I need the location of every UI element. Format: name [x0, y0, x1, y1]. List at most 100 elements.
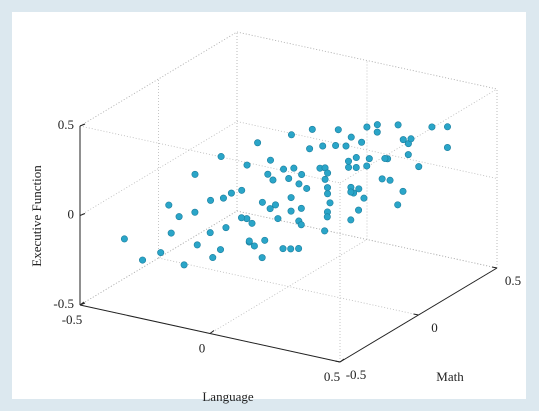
y-tick — [413, 313, 419, 316]
point — [373, 128, 381, 136]
point — [363, 162, 371, 170]
point — [217, 153, 225, 161]
z-tick-label: -0.5 — [53, 296, 74, 311]
x-axis-label: Language — [202, 389, 253, 404]
point — [360, 194, 368, 202]
point — [258, 198, 266, 206]
point — [332, 142, 340, 150]
y-axis-label: Math — [436, 369, 464, 384]
point — [139, 256, 147, 264]
point — [347, 133, 355, 141]
point — [217, 246, 225, 254]
point — [297, 221, 305, 229]
point — [266, 205, 274, 213]
point — [355, 185, 363, 193]
point — [271, 201, 279, 209]
z-tick-label: 0 — [68, 206, 75, 221]
point — [321, 227, 329, 235]
point — [404, 151, 412, 159]
y-tick-label: -0.5 — [346, 367, 367, 382]
point — [209, 254, 217, 262]
x-tick-label: 0 — [199, 340, 206, 355]
point — [264, 170, 272, 178]
point — [323, 213, 331, 221]
point — [191, 170, 199, 178]
point — [219, 194, 227, 202]
point — [334, 126, 342, 134]
x-tick — [339, 358, 345, 363]
point — [355, 206, 363, 214]
point — [297, 204, 305, 212]
y-tick — [334, 360, 341, 363]
point — [428, 123, 436, 131]
point — [373, 121, 381, 129]
z-tick — [79, 123, 86, 127]
z-tick — [79, 302, 86, 306]
point — [363, 123, 371, 131]
point — [295, 180, 303, 188]
point — [290, 164, 298, 172]
point — [222, 224, 230, 232]
point — [120, 235, 128, 243]
point — [323, 184, 331, 192]
y-tick — [491, 266, 498, 269]
point — [285, 175, 293, 183]
point — [238, 214, 246, 222]
point — [254, 139, 262, 147]
point — [193, 241, 201, 249]
point — [344, 157, 352, 165]
point — [250, 242, 258, 250]
point — [443, 123, 451, 131]
point — [269, 176, 277, 184]
grid-line — [79, 121, 238, 216]
point — [248, 219, 256, 227]
point — [407, 135, 415, 143]
point — [175, 213, 183, 221]
point — [394, 121, 402, 129]
point — [287, 194, 295, 202]
point — [279, 245, 287, 253]
point — [347, 188, 355, 196]
point — [308, 125, 316, 133]
point — [280, 165, 288, 173]
point — [415, 163, 423, 171]
point — [443, 144, 451, 152]
point — [261, 236, 269, 244]
point — [191, 208, 199, 216]
point — [167, 229, 175, 237]
point — [394, 201, 402, 209]
point — [287, 131, 295, 139]
point — [399, 136, 407, 144]
point — [245, 237, 253, 245]
z-tick — [79, 213, 86, 216]
point — [287, 207, 295, 215]
point — [157, 249, 165, 257]
point — [243, 161, 251, 169]
point — [324, 190, 332, 198]
point — [306, 145, 314, 153]
x-tick — [209, 330, 215, 334]
point — [358, 138, 366, 146]
point — [347, 216, 355, 224]
point — [295, 244, 303, 252]
point — [266, 156, 274, 164]
point — [386, 176, 394, 184]
point — [180, 261, 188, 269]
point — [378, 175, 386, 183]
point — [319, 142, 327, 150]
point — [258, 254, 266, 262]
point — [298, 171, 306, 179]
point — [381, 154, 389, 162]
y-tick-label: 0.5 — [505, 273, 521, 288]
point — [352, 164, 360, 172]
point — [345, 163, 353, 171]
x-tick-label: 0.5 — [324, 369, 340, 384]
x-tick-label: -0.5 — [62, 312, 83, 327]
point — [352, 154, 360, 162]
point — [303, 184, 311, 192]
grid-line — [79, 31, 238, 127]
point — [287, 245, 295, 253]
point — [206, 229, 214, 237]
point — [365, 155, 373, 163]
